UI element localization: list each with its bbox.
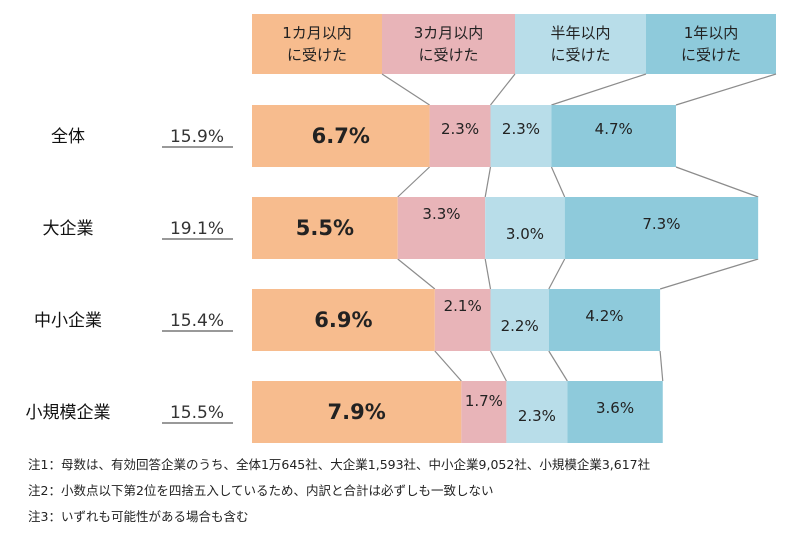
- category-label: 大企業: [43, 219, 94, 239]
- data-label: 2.3%: [502, 120, 540, 138]
- connector-line: [434, 350, 462, 382]
- bar-segment: [506, 381, 568, 443]
- data-label: 2.3%: [518, 407, 556, 425]
- total-label: 15.9%: [170, 127, 224, 147]
- bar-segment: [429, 105, 491, 167]
- connector-line: [484, 166, 492, 198]
- bar-segment: [485, 197, 565, 259]
- bar-segment: [252, 381, 462, 443]
- bar-segment: [490, 105, 552, 167]
- data-label: 6.7%: [312, 124, 370, 148]
- footnote-2: 注2：小数点以下第2位を四捨五入しているため、内訳と合計は必ずしも一致しない: [28, 483, 494, 498]
- legend-box-3: [515, 14, 646, 74]
- category-label: 中小企業: [34, 311, 102, 331]
- bar-segment: [490, 289, 549, 351]
- connector-line: [397, 258, 436, 290]
- connector-line: [381, 73, 430, 106]
- legend-label-3: 半年以内: [550, 24, 610, 42]
- legend-box-2: [382, 14, 515, 74]
- connector-line: [551, 73, 647, 106]
- bar-segment: [252, 289, 435, 351]
- data-label: 7.9%: [328, 400, 386, 424]
- data-label: 2.3%: [441, 120, 479, 138]
- bar-segment: [551, 105, 676, 167]
- footnote-1: 注1：母数は、有効回答企業のうち、全体1万645社、大企業1,593社、中小企業…: [28, 457, 651, 472]
- connector-line: [484, 258, 492, 290]
- connector-line: [548, 258, 566, 290]
- footnote-3: 注3：いずれも可能性がある場合も含む: [28, 509, 249, 524]
- legend-label-3: に受けた: [550, 46, 610, 64]
- legend-label-4: に受けた: [681, 46, 741, 64]
- bar-segment: [252, 197, 398, 259]
- total-label: 15.5%: [170, 403, 224, 423]
- legend-label-1: 1カ月以内: [282, 24, 352, 42]
- data-label: 7.3%: [642, 215, 680, 233]
- category-label: 全体: [51, 127, 85, 147]
- bar-segment: [397, 197, 486, 259]
- data-label: 4.2%: [585, 307, 623, 325]
- connector-line: [675, 73, 777, 106]
- bar-segment: [434, 289, 491, 351]
- footnotes: 注1：母数は、有効回答企業のうち、全体1万645社、大企業1,593社、中小企業…: [28, 452, 650, 530]
- connector-line: [489, 350, 507, 382]
- data-label: 1.7%: [465, 392, 503, 410]
- bar-segment: [461, 381, 507, 443]
- data-label: 2.2%: [501, 317, 539, 335]
- legend-label-2: に受けた: [418, 46, 478, 64]
- data-label: 4.7%: [595, 120, 633, 138]
- data-label: 6.9%: [314, 308, 372, 332]
- data-label: 3.6%: [596, 399, 634, 417]
- legend-label-4: 1年以内: [684, 24, 739, 42]
- legend-label-2: 3カ月以内: [414, 24, 484, 42]
- legend-box-4: [646, 14, 776, 74]
- bar-segment: [567, 381, 663, 443]
- data-label: 2.1%: [444, 297, 482, 315]
- connector-line: [550, 166, 566, 198]
- legend-label-1: に受けた: [287, 46, 347, 64]
- connector-line: [548, 350, 568, 382]
- connector-line: [659, 350, 664, 382]
- data-label: 3.0%: [506, 225, 544, 243]
- data-label: 3.3%: [422, 205, 460, 223]
- connector-line: [490, 73, 516, 106]
- data-label: 5.5%: [296, 216, 354, 240]
- total-label: 15.4%: [170, 311, 224, 331]
- bar-segment: [548, 289, 661, 351]
- bar-segment: [564, 197, 759, 259]
- legend-box-1: [252, 14, 382, 74]
- bar-segment: [252, 105, 430, 167]
- connector-line: [659, 258, 759, 290]
- connector-line: [397, 166, 430, 198]
- connector-line: [675, 166, 759, 198]
- category-label: 小規模企業: [26, 403, 111, 423]
- total-label: 19.1%: [170, 219, 224, 239]
